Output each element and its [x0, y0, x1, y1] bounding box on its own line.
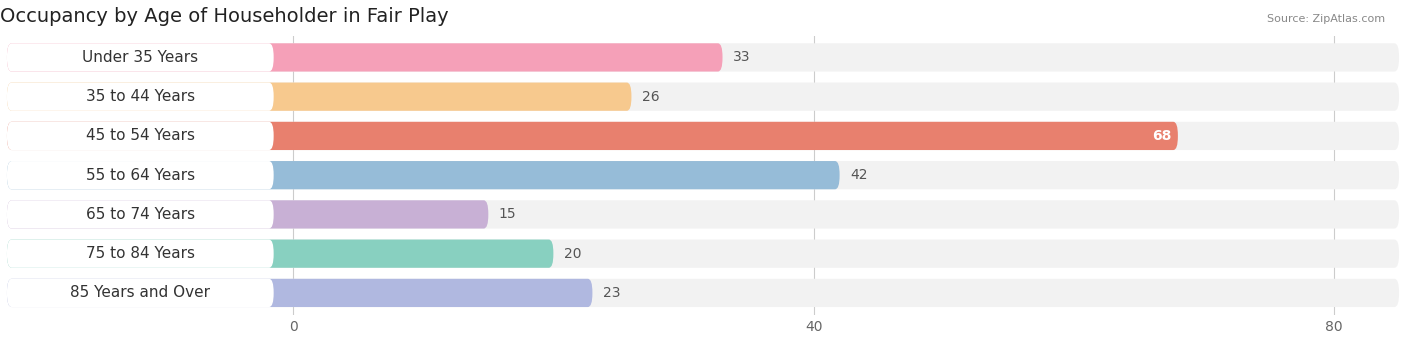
FancyBboxPatch shape: [7, 279, 274, 307]
Text: 15: 15: [499, 207, 516, 221]
Text: Source: ZipAtlas.com: Source: ZipAtlas.com: [1267, 14, 1385, 24]
FancyBboxPatch shape: [7, 83, 631, 111]
FancyBboxPatch shape: [7, 239, 554, 268]
FancyBboxPatch shape: [7, 200, 274, 228]
Text: 75 to 84 Years: 75 to 84 Years: [86, 246, 195, 261]
FancyBboxPatch shape: [7, 43, 274, 72]
FancyBboxPatch shape: [7, 239, 274, 268]
FancyBboxPatch shape: [7, 200, 1399, 228]
Text: 26: 26: [643, 90, 659, 104]
FancyBboxPatch shape: [7, 122, 274, 150]
Text: 23: 23: [603, 286, 620, 300]
FancyBboxPatch shape: [7, 83, 1399, 111]
Text: 65 to 74 Years: 65 to 74 Years: [86, 207, 195, 222]
Text: 45 to 54 Years: 45 to 54 Years: [86, 129, 195, 144]
FancyBboxPatch shape: [7, 200, 488, 228]
Text: 85 Years and Over: 85 Years and Over: [70, 285, 211, 300]
FancyBboxPatch shape: [7, 279, 1399, 307]
FancyBboxPatch shape: [7, 122, 1178, 150]
Text: 20: 20: [564, 247, 581, 261]
FancyBboxPatch shape: [7, 161, 839, 189]
Text: 68: 68: [1152, 129, 1171, 143]
FancyBboxPatch shape: [7, 83, 274, 111]
FancyBboxPatch shape: [7, 122, 1399, 150]
Text: Occupancy by Age of Householder in Fair Play: Occupancy by Age of Householder in Fair …: [0, 7, 449, 26]
Text: 55 to 64 Years: 55 to 64 Years: [86, 168, 195, 183]
FancyBboxPatch shape: [7, 161, 1399, 189]
FancyBboxPatch shape: [7, 43, 1399, 72]
Text: 42: 42: [851, 168, 868, 182]
Text: Under 35 Years: Under 35 Years: [82, 50, 198, 65]
FancyBboxPatch shape: [7, 161, 274, 189]
Text: 33: 33: [733, 50, 751, 64]
Text: 35 to 44 Years: 35 to 44 Years: [86, 89, 195, 104]
FancyBboxPatch shape: [7, 239, 1399, 268]
FancyBboxPatch shape: [7, 43, 723, 72]
FancyBboxPatch shape: [7, 279, 592, 307]
